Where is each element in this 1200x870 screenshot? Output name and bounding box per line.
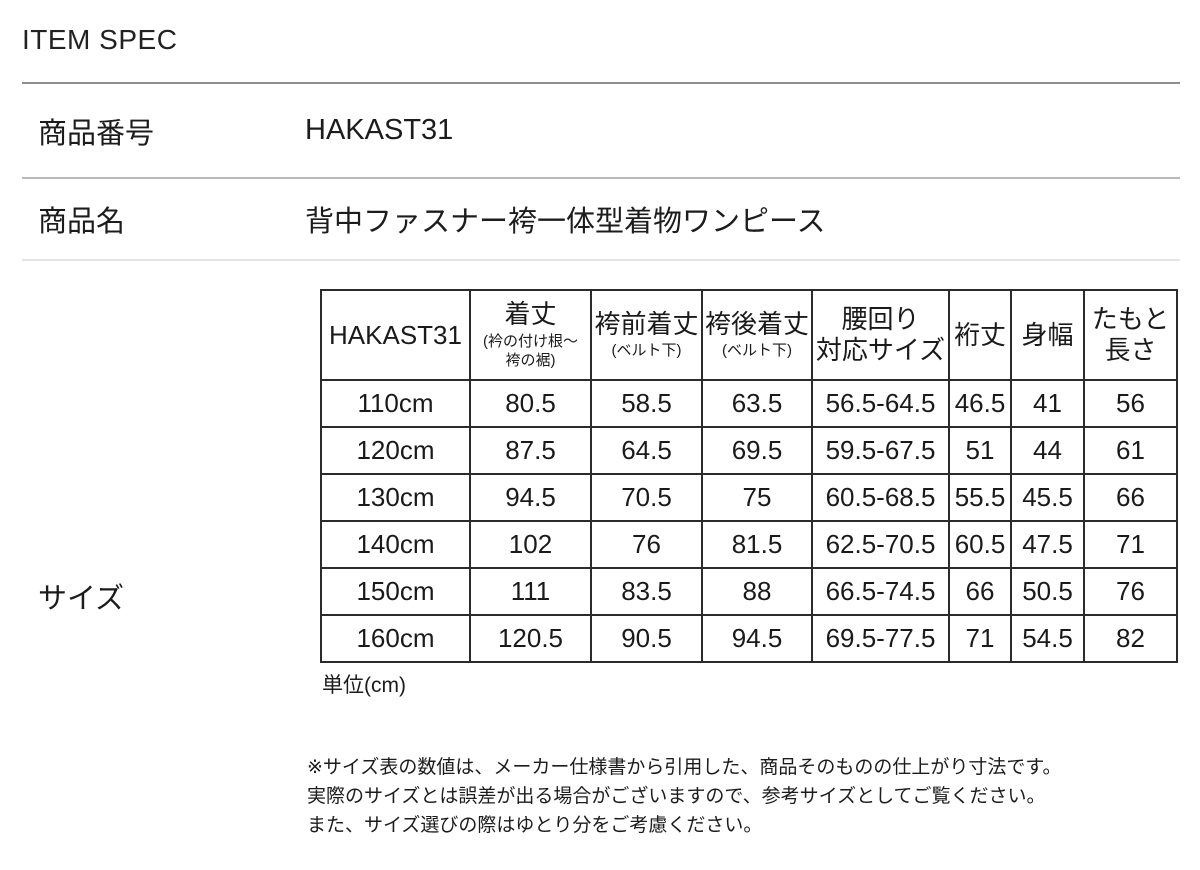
table-cell: 54.5 bbox=[1010, 614, 1085, 663]
table-cell: 55.5 bbox=[948, 473, 1012, 522]
table-cell: 59.5-67.5 bbox=[811, 426, 950, 475]
table-cell: 120.5 bbox=[469, 614, 592, 663]
table-header-row: HAKAST31 着丈 (衿の付け根〜 袴の裾) 袴前着丈 (ベルト下) 袴後着丈(… bbox=[320, 289, 1178, 381]
table-cell: 63.5 bbox=[701, 379, 813, 428]
product-number-value: HAKAST31 bbox=[305, 114, 454, 146]
table-header-cell: 身幅 bbox=[1010, 289, 1085, 381]
table-cell: 160cm bbox=[320, 614, 471, 663]
table-cell: 82 bbox=[1083, 614, 1178, 663]
table-cell: 61 bbox=[1083, 426, 1178, 475]
table-cell: 46.5 bbox=[948, 379, 1012, 428]
table-cell: 69.5-77.5 bbox=[811, 614, 950, 663]
table-cell: 41 bbox=[1010, 379, 1085, 428]
product-number-label: 商品番号 bbox=[38, 117, 155, 150]
table-row: 120cm 87.5 64.5 69.5 59.5-67.5 51 44 61 bbox=[320, 426, 1178, 475]
size-section: サイズ HAKAST31 着丈 (衿の付け根〜 袴の裾) 袴前着丈 (ベルト下) 袴… bbox=[0, 261, 1200, 840]
table-row: 110cm 80.5 58.5 63.5 56.5-64.5 46.5 41 5… bbox=[320, 379, 1178, 428]
table-cell: 130cm bbox=[320, 473, 471, 522]
table-cell: 71 bbox=[1083, 520, 1178, 569]
table-header-cell: 裄丈 bbox=[948, 289, 1012, 381]
product-name-value: 背中ファスナー袴一体型着物ワンピース bbox=[305, 206, 826, 238]
product-number-row: 商品番号 HAKAST31 bbox=[0, 84, 1200, 177]
table-cell: 83.5 bbox=[590, 567, 703, 616]
size-note-line: 実際のサイズとは誤差が出る場合がございますので、参考サイズとしてご覧ください。 bbox=[307, 786, 1046, 807]
table-cell: 70.5 bbox=[590, 473, 703, 522]
table-cell: 62.5-70.5 bbox=[811, 520, 950, 569]
table-cell: 71 bbox=[948, 614, 1012, 663]
table-cell: 58.5 bbox=[590, 379, 703, 428]
section-divider bbox=[22, 259, 1180, 261]
size-spec-table: HAKAST31 着丈 (衿の付け根〜 袴の裾) 袴前着丈 (ベルト下) 袴後着丈(… bbox=[320, 289, 1178, 663]
table-header-cell: HAKAST31 bbox=[320, 289, 471, 381]
table-cell: 90.5 bbox=[590, 614, 703, 663]
table-cell: 64.5 bbox=[590, 426, 703, 475]
size-content: HAKAST31 着丈 (衿の付け根〜 袴の裾) 袴前着丈 (ベルト下) 袴後着丈(… bbox=[305, 261, 1200, 840]
table-cell: 56 bbox=[1083, 379, 1178, 428]
table-row: 150cm 111 83.5 88 66.5-74.5 66 50.5 76 bbox=[320, 567, 1178, 616]
table-cell: 75 bbox=[701, 473, 813, 522]
table-header-cell: 腰回り 対応サイズ bbox=[811, 289, 950, 381]
table-cell: 51 bbox=[948, 426, 1012, 475]
section-divider bbox=[22, 177, 1180, 179]
table-cell: 150cm bbox=[320, 567, 471, 616]
table-header-cell: 着丈 (衿の付け根〜 袴の裾) bbox=[469, 289, 592, 381]
table-cell: 50.5 bbox=[1010, 567, 1085, 616]
table-cell: 56.5-64.5 bbox=[811, 379, 950, 428]
table-cell: 76 bbox=[1083, 567, 1178, 616]
table-header-cell: 袴後着丈 (ベルト下) bbox=[701, 289, 813, 381]
table-cell: 110cm bbox=[320, 379, 471, 428]
table-cell: 102 bbox=[469, 520, 592, 569]
table-cell: 66.5-74.5 bbox=[811, 567, 950, 616]
page-title: ITEM SPEC bbox=[22, 24, 178, 55]
table-cell: 76 bbox=[590, 520, 703, 569]
section-divider bbox=[22, 82, 1180, 84]
table-cell: 111 bbox=[469, 567, 592, 616]
table-cell: 44 bbox=[1010, 426, 1085, 475]
table-row: 160cm 120.5 90.5 94.5 69.5-77.5 71 54.5 … bbox=[320, 614, 1178, 663]
table-cell: 60.5-68.5 bbox=[811, 473, 950, 522]
size-label-cell: サイズ bbox=[0, 261, 305, 840]
table-cell: 140cm bbox=[320, 520, 471, 569]
product-name-label: 商品名 bbox=[38, 206, 126, 238]
size-note-line: また、サイズ選びの際はゆとり分をご考慮ください。 bbox=[307, 815, 763, 836]
table-cell: 80.5 bbox=[469, 379, 592, 428]
table-cell: 47.5 bbox=[1010, 520, 1085, 569]
size-notes: ※サイズ表の数値は、メーカー仕様書から引用した、商品そのものの仕上がり寸法です。… bbox=[307, 753, 1200, 840]
table-cell: 66 bbox=[1083, 473, 1178, 522]
table-cell: 69.5 bbox=[701, 426, 813, 475]
table-cell: 94.5 bbox=[701, 614, 813, 663]
table-cell: 88 bbox=[701, 567, 813, 616]
table-cell: 120cm bbox=[320, 426, 471, 475]
table-cell: 66 bbox=[948, 567, 1012, 616]
table-header-cell: 袴前着丈 (ベルト下) bbox=[590, 289, 703, 381]
table-cell: 81.5 bbox=[701, 520, 813, 569]
table-header-cell: たもと 長さ bbox=[1083, 289, 1178, 381]
product-name-row: 商品名 背中ファスナー袴一体型着物ワンピース bbox=[0, 179, 1200, 259]
table-row: 130cm 94.5 70.5 75 60.5-68.5 55.5 45.5 6… bbox=[320, 473, 1178, 522]
table-cell: 87.5 bbox=[469, 426, 592, 475]
table-cell: 60.5 bbox=[948, 520, 1012, 569]
table-cell: 94.5 bbox=[469, 473, 592, 522]
size-label: サイズ bbox=[38, 582, 125, 615]
table-cell: 45.5 bbox=[1010, 473, 1085, 522]
unit-note: 単位(cm) bbox=[322, 674, 406, 697]
size-note-line: ※サイズ表の数値は、メーカー仕様書から引用した、商品そのものの仕上がり寸法です。 bbox=[307, 757, 1062, 778]
table-row: 140cm 102 76 81.5 62.5-70.5 60.5 47.5 71 bbox=[320, 520, 1178, 569]
